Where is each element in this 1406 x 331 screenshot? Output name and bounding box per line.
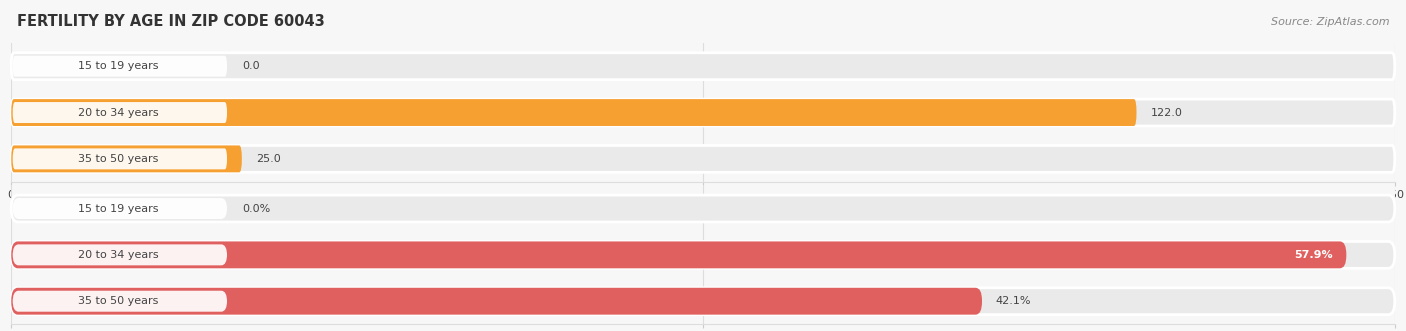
Text: Source: ZipAtlas.com: Source: ZipAtlas.com bbox=[1271, 17, 1389, 27]
Text: 42.1%: 42.1% bbox=[995, 296, 1032, 306]
FancyBboxPatch shape bbox=[11, 53, 1395, 80]
Text: 57.9%: 57.9% bbox=[1294, 250, 1333, 260]
Text: FERTILITY BY AGE IN ZIP CODE 60043: FERTILITY BY AGE IN ZIP CODE 60043 bbox=[17, 14, 325, 29]
Text: 0.0: 0.0 bbox=[242, 61, 260, 71]
Text: 15 to 19 years: 15 to 19 years bbox=[79, 204, 159, 213]
Text: 122.0: 122.0 bbox=[1150, 108, 1182, 118]
Text: 0.0%: 0.0% bbox=[242, 204, 270, 213]
FancyBboxPatch shape bbox=[11, 241, 1347, 268]
FancyBboxPatch shape bbox=[11, 99, 1136, 126]
FancyBboxPatch shape bbox=[11, 288, 981, 315]
FancyBboxPatch shape bbox=[11, 195, 1395, 222]
FancyBboxPatch shape bbox=[13, 291, 228, 312]
Text: 35 to 50 years: 35 to 50 years bbox=[79, 296, 159, 306]
FancyBboxPatch shape bbox=[13, 148, 228, 169]
Text: 20 to 34 years: 20 to 34 years bbox=[79, 108, 159, 118]
FancyBboxPatch shape bbox=[11, 145, 1395, 172]
FancyBboxPatch shape bbox=[11, 145, 242, 172]
Text: 25.0: 25.0 bbox=[256, 154, 280, 164]
FancyBboxPatch shape bbox=[13, 56, 228, 77]
FancyBboxPatch shape bbox=[11, 288, 1395, 315]
Text: 35 to 50 years: 35 to 50 years bbox=[79, 154, 159, 164]
FancyBboxPatch shape bbox=[11, 241, 1395, 268]
FancyBboxPatch shape bbox=[13, 244, 228, 265]
FancyBboxPatch shape bbox=[13, 102, 228, 123]
Text: 15 to 19 years: 15 to 19 years bbox=[79, 61, 159, 71]
Text: 20 to 34 years: 20 to 34 years bbox=[79, 250, 159, 260]
FancyBboxPatch shape bbox=[13, 198, 228, 219]
FancyBboxPatch shape bbox=[11, 99, 1395, 126]
